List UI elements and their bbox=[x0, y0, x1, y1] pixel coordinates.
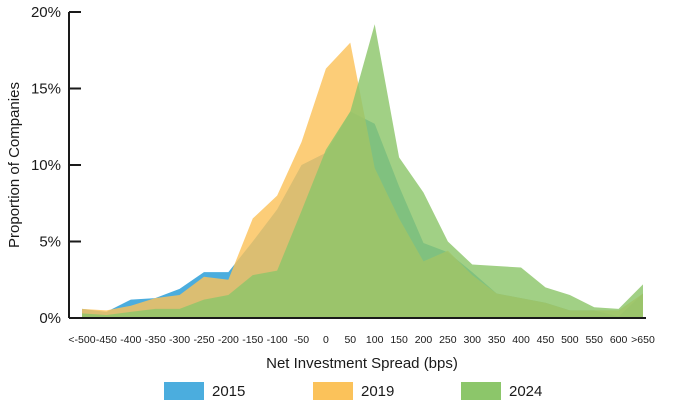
x-tick-label: -100 bbox=[267, 334, 288, 346]
legend-label-2024: 2024 bbox=[509, 382, 543, 400]
x-tick-label: 550 bbox=[585, 334, 603, 346]
x-tick-label: 400 bbox=[512, 334, 530, 346]
y-axis-label: Proportion of Companies bbox=[6, 82, 23, 248]
x-axis-label: Net Investment Spread (bps) bbox=[266, 355, 458, 372]
y-tick-labels: 0% 5% 10% 15% 20% bbox=[31, 4, 81, 327]
x-tick-label: 50 bbox=[344, 334, 356, 346]
legend-label-2015: 2015 bbox=[212, 382, 246, 400]
x-tick-label: 300 bbox=[463, 334, 481, 346]
y-tick-label: 20% bbox=[31, 4, 61, 21]
x-tick-label: >650 bbox=[631, 334, 655, 346]
x-tick-label: -350 bbox=[145, 334, 166, 346]
y-tick-label: 10% bbox=[31, 157, 61, 174]
legend: 2015 2019 2024 bbox=[0, 376, 677, 406]
x-tick-label: -450 bbox=[96, 334, 117, 346]
y-tick-label: 0% bbox=[39, 310, 61, 327]
x-tick-label: 500 bbox=[561, 334, 579, 346]
chart-areas bbox=[82, 24, 643, 319]
y-tick-label: 15% bbox=[31, 81, 61, 98]
x-tick-label: 250 bbox=[439, 334, 457, 346]
x-tick-label: 350 bbox=[488, 334, 506, 346]
x-tick-label: -400 bbox=[120, 334, 141, 346]
x-tick-label: 200 bbox=[415, 334, 433, 346]
x-tick-label: 600 bbox=[610, 334, 628, 346]
legend-swatch-2015 bbox=[164, 382, 204, 400]
x-tick-labels: <-500 -450 -400 -350 -300 -250 -200 -150 -100 -50… bbox=[68, 334, 655, 346]
x-tick-label: -300 bbox=[169, 334, 190, 346]
x-tick-label: 450 bbox=[537, 334, 555, 346]
x-tick-label: -200 bbox=[218, 334, 239, 346]
x-tick-label: 0 bbox=[323, 334, 329, 346]
x-tick-label: <-500 bbox=[68, 334, 95, 346]
x-tick-label: -150 bbox=[242, 334, 263, 346]
x-tick-label: 100 bbox=[366, 334, 384, 346]
x-tick-label: -50 bbox=[294, 334, 309, 346]
legend-swatch-2019 bbox=[313, 382, 353, 400]
legend-item-2019: 2019 bbox=[313, 376, 394, 406]
legend-item-2015: 2015 bbox=[164, 376, 245, 406]
area-series-2024 bbox=[82, 24, 643, 319]
legend-label-2019: 2019 bbox=[361, 382, 395, 400]
chart: 0%5%10%15%20% <-500 -450 -400 -350 -300 -250-… bbox=[6, 4, 655, 372]
x-tick-label: -250 bbox=[193, 334, 214, 346]
legend-item-2024: 2024 bbox=[461, 376, 542, 406]
y-tick-label: 5% bbox=[39, 234, 61, 251]
legend-swatch-2024 bbox=[461, 382, 501, 400]
x-tick-label: 150 bbox=[390, 334, 408, 346]
